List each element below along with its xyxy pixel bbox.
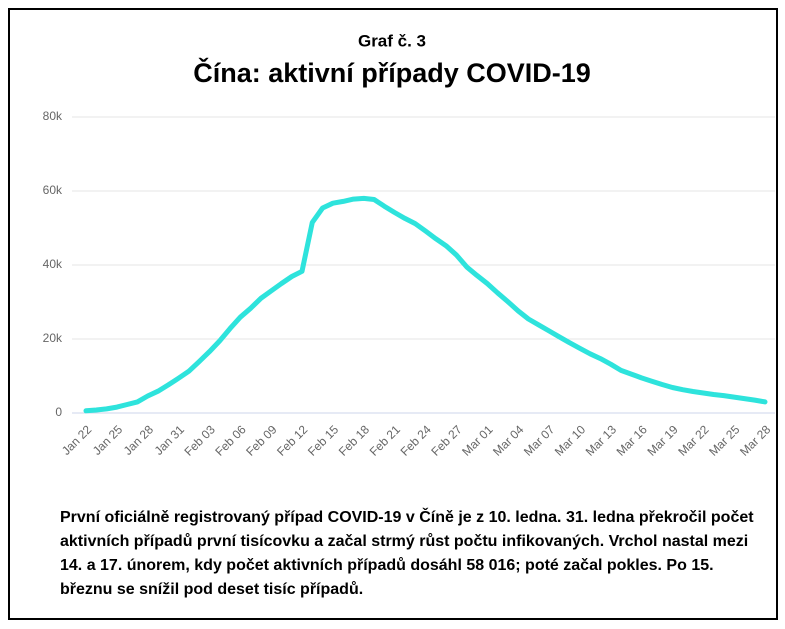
x-tick-label: Jan 22 xyxy=(59,422,95,458)
x-tick-label: Jan 31 xyxy=(152,422,188,458)
y-tick-label: 0 xyxy=(55,405,62,419)
x-tick-label: Mar 10 xyxy=(552,422,589,459)
chart-title: Čína: aktivní případy COVID-19 xyxy=(193,57,591,88)
x-tick-label: Feb 09 xyxy=(243,422,280,459)
x-tick-label: Mar 13 xyxy=(583,422,620,459)
frame xyxy=(8,8,778,620)
data-line xyxy=(83,195,768,414)
y-tick-label: 80k xyxy=(43,109,63,123)
x-tick-label: Mar 28 xyxy=(737,422,774,459)
x-tick-label: Jan 25 xyxy=(90,422,126,458)
x-tick-label: Mar 04 xyxy=(490,422,527,459)
x-tick-label: Mar 01 xyxy=(459,422,496,459)
y-tick-label: 60k xyxy=(43,183,63,197)
x-tick-label: Mar 19 xyxy=(644,422,681,459)
x-tick-label: Mar 07 xyxy=(521,422,558,459)
caption: První oficiálně registrovaný případ COVI… xyxy=(60,509,754,598)
x-tick-label: Feb 24 xyxy=(398,422,435,459)
x-tick-label: Feb 03 xyxy=(182,422,219,459)
x-tick-label: Feb 18 xyxy=(336,422,373,459)
y-tick-label: 40k xyxy=(43,257,63,271)
chart: Graf č. 3 Čína: aktivní případy COVID-19… xyxy=(43,31,775,459)
x-tick-label: Jan 28 xyxy=(121,422,157,458)
x-tick-label: Feb 12 xyxy=(274,422,311,459)
x-tick-label: Feb 21 xyxy=(367,422,404,459)
chart-supertitle: Graf č. 3 xyxy=(358,31,426,50)
x-tick-label: Feb 27 xyxy=(428,422,465,459)
x-tick-label: Mar 22 xyxy=(675,422,712,459)
y-tick-label: 20k xyxy=(43,331,63,345)
x-tick-label: Feb 06 xyxy=(212,422,249,459)
x-tick-label: Mar 25 xyxy=(706,422,743,459)
x-tick-label: Feb 15 xyxy=(305,422,342,459)
x-tick-label: Mar 16 xyxy=(614,422,651,459)
